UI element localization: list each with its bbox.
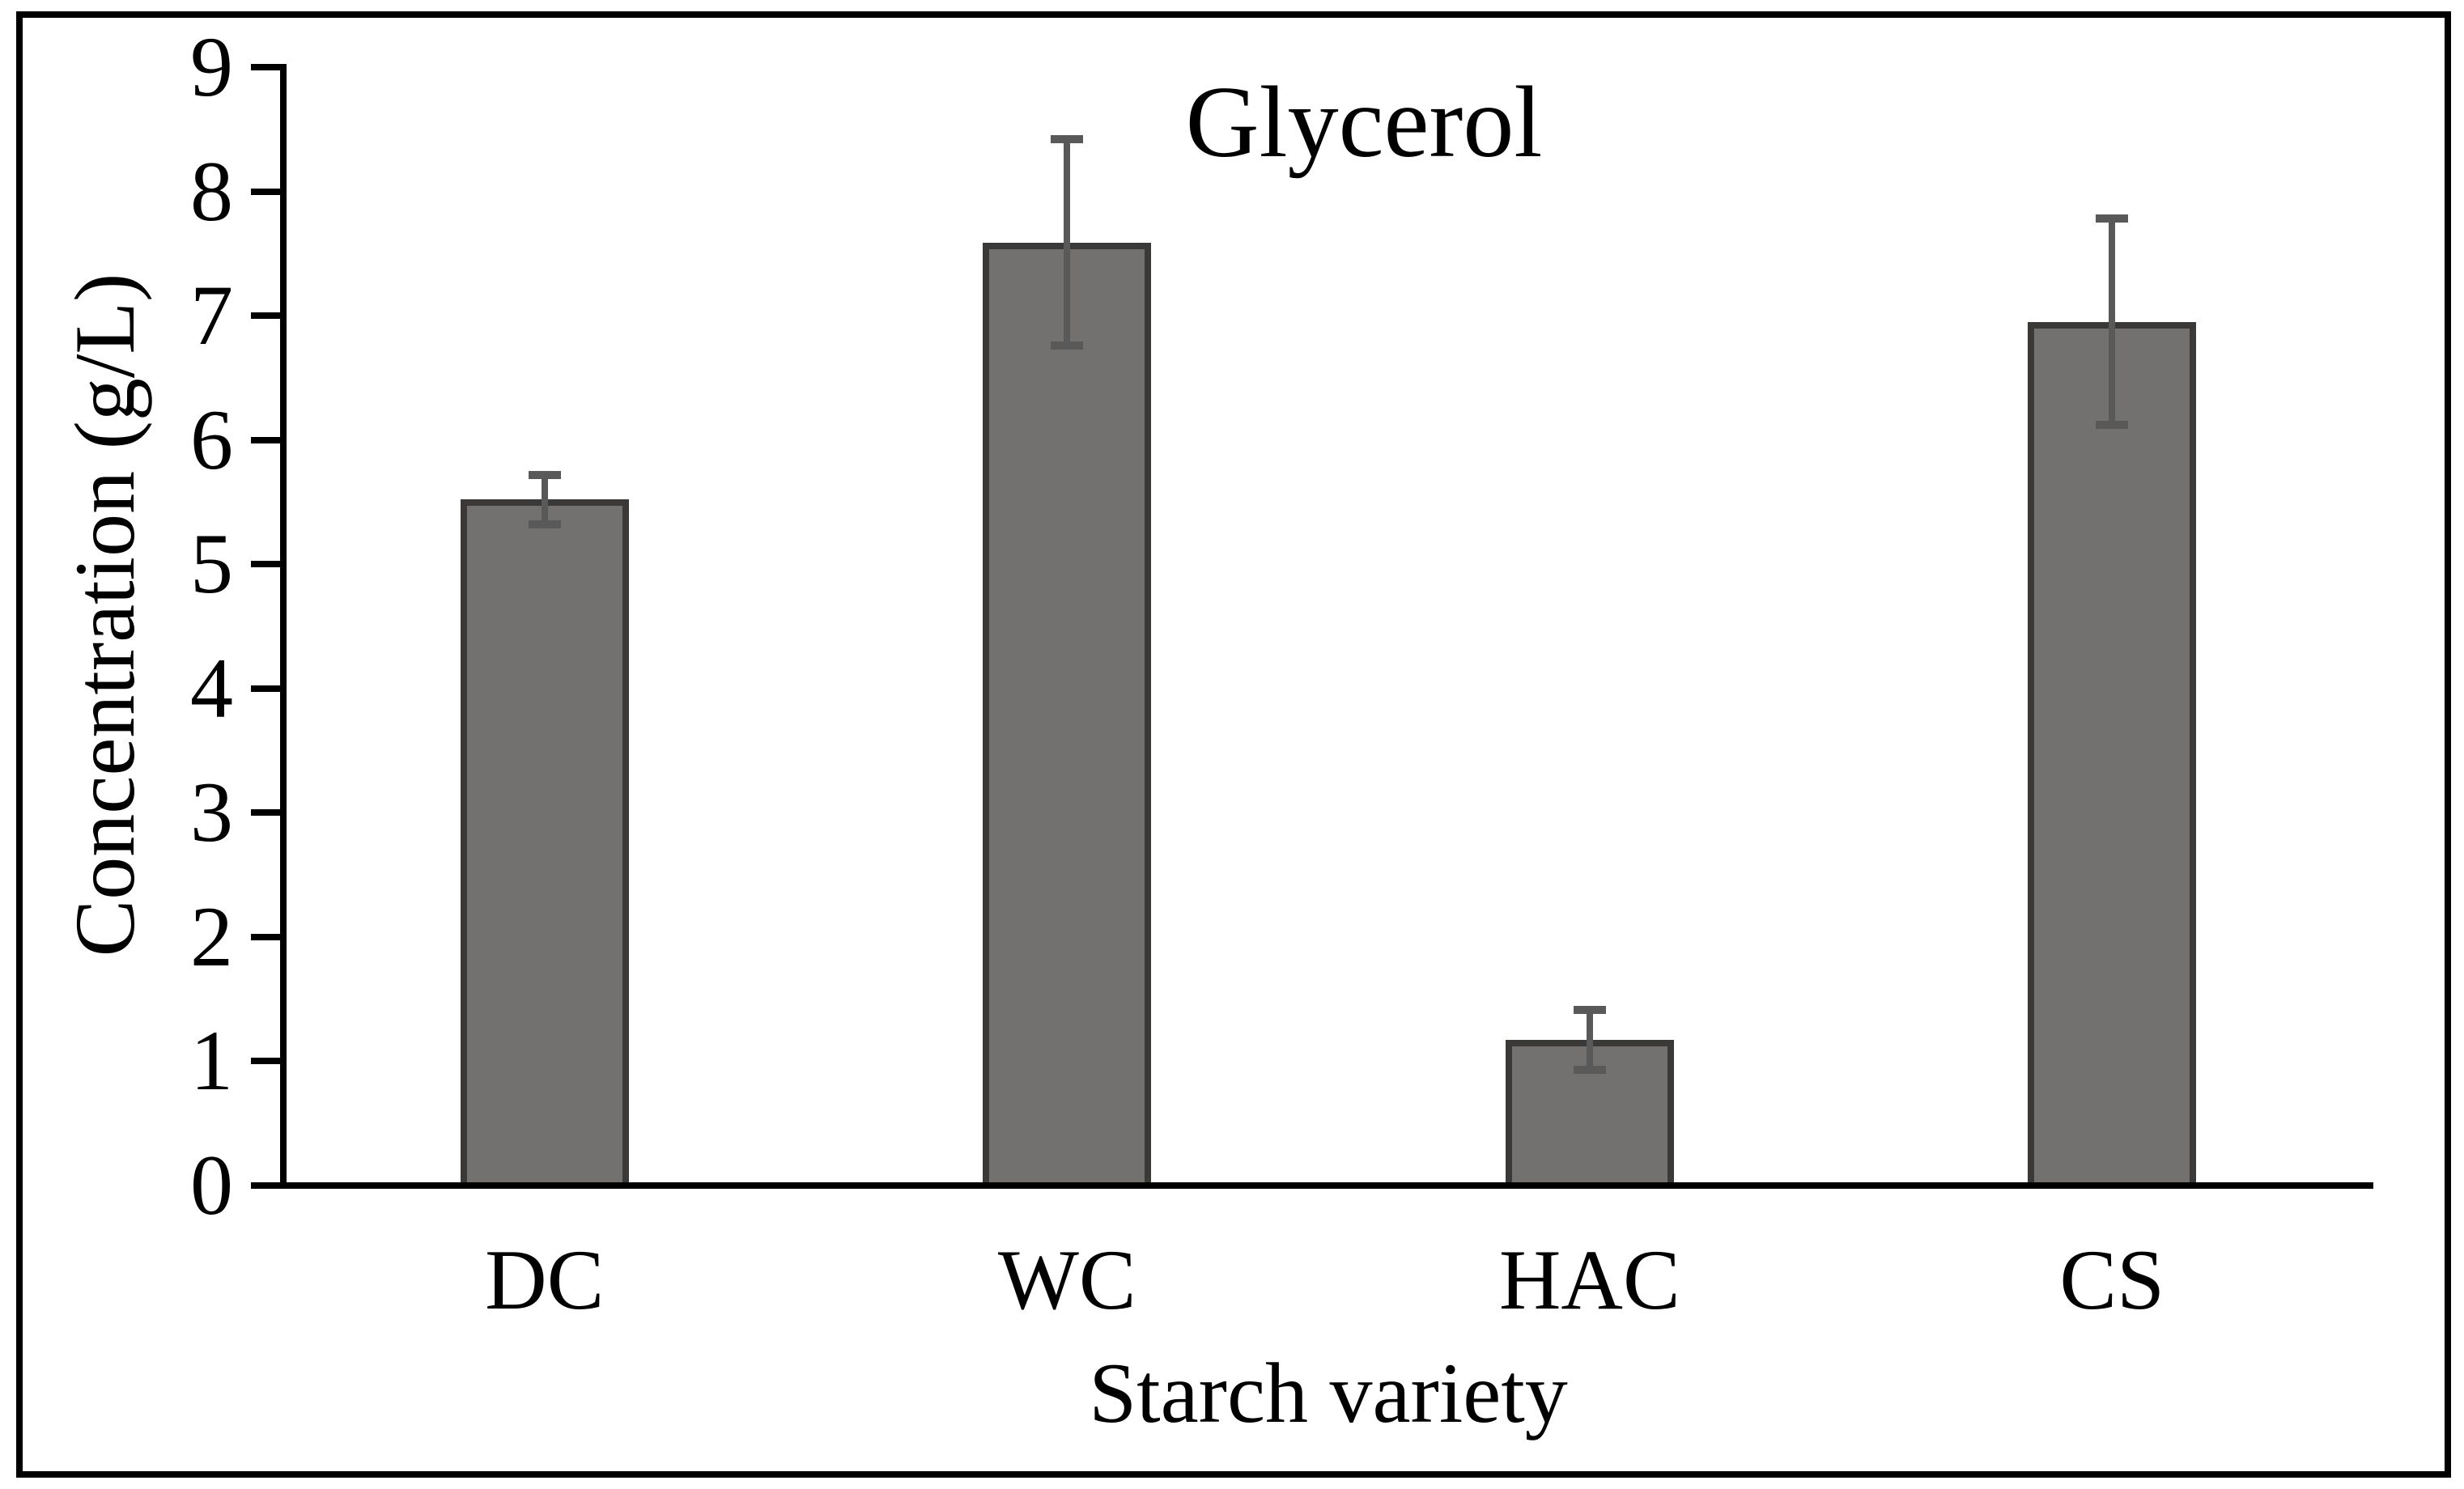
bar-dc [460, 499, 629, 1189]
error-bar-cap-bottom [528, 520, 561, 529]
error-bar-stem [1586, 1010, 1593, 1071]
x-category-label: HAC [1498, 1232, 1680, 1327]
error-bar-stem [2109, 218, 2116, 426]
error-bar-cap-top [1051, 135, 1084, 144]
error-bar-stem [1064, 139, 1071, 346]
figure-border [16, 11, 2451, 1478]
x-category-label: CS [2059, 1232, 2165, 1327]
y-tick-label: 7 [190, 268, 233, 363]
bar-wc [983, 242, 1152, 1189]
y-axis-line [280, 64, 287, 1189]
y-tick-label: 3 [190, 765, 233, 860]
y-tick [251, 685, 280, 692]
x-axis-title: Starch variety [1089, 1346, 1568, 1440]
y-tick-label: 2 [190, 889, 233, 984]
x-axis-line [280, 1182, 2373, 1189]
error-bar-cap-top [2096, 214, 2129, 223]
y-tick [251, 1182, 280, 1189]
error-bar-cap-top [1573, 1006, 1606, 1015]
y-tick [251, 188, 280, 195]
y-tick-label: 8 [190, 143, 233, 239]
error-bar-cap-bottom [1051, 341, 1084, 350]
y-tick-label: 1 [190, 1013, 233, 1109]
y-tick [251, 312, 280, 320]
y-tick [251, 561, 280, 568]
error-bar-cap-bottom [2096, 421, 2129, 430]
y-tick-label: 0 [190, 1138, 233, 1232]
error-bar-cap-top [528, 470, 561, 479]
y-tick-label: 4 [190, 640, 233, 736]
error-bar-stem [541, 474, 548, 525]
x-category-label: DC [485, 1232, 605, 1327]
y-tick [251, 933, 280, 940]
y-tick [251, 436, 280, 443]
chart-title: Glycerol [1185, 66, 1543, 179]
error-bar-cap-bottom [1573, 1066, 1606, 1075]
y-tick-label: 9 [190, 19, 233, 114]
y-tick-label: 5 [190, 516, 233, 612]
x-category-label: WC [997, 1232, 1136, 1327]
y-tick [251, 64, 280, 70]
y-tick-label: 6 [190, 392, 233, 487]
bar-cs [2028, 321, 2197, 1189]
y-tick [251, 1058, 280, 1065]
y-tick [251, 809, 280, 817]
